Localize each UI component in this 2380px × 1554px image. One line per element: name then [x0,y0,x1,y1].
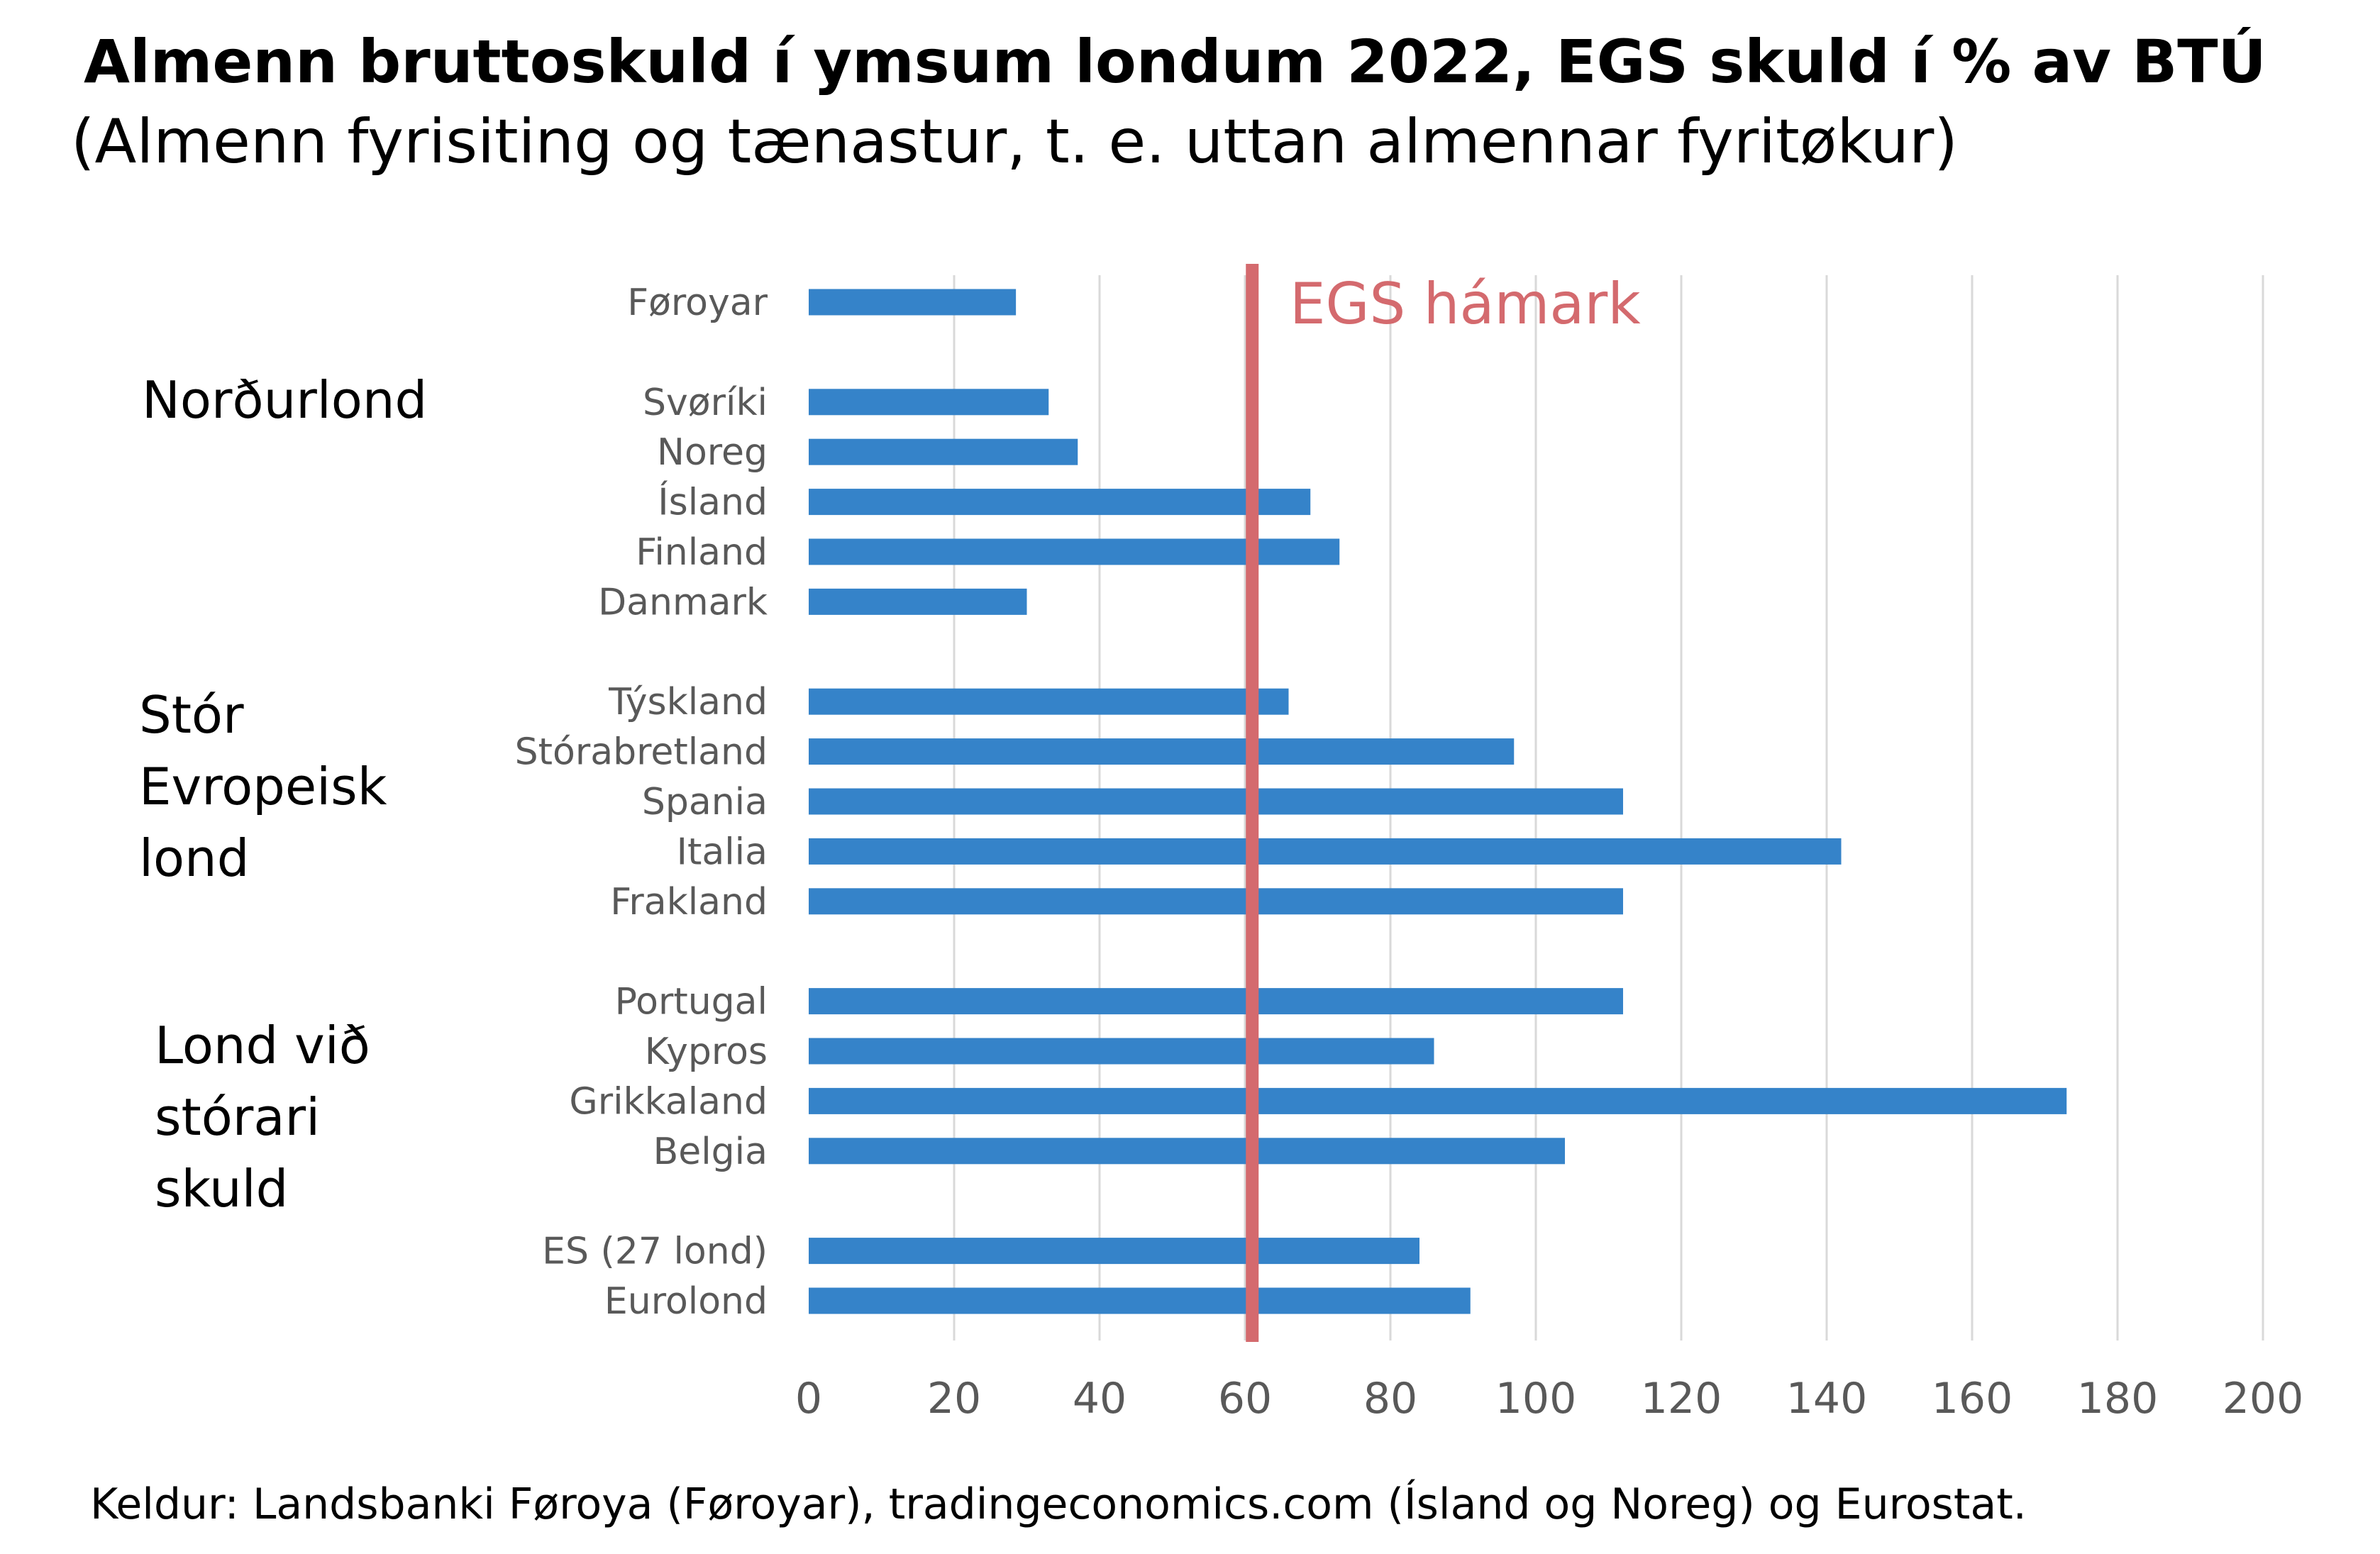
category-label: Finland [636,531,768,574]
x-tick-label: 200 [2223,1374,2304,1423]
x-axis-ticks: 0 20 40 60 80 100 120 140 160 180 200 [795,1374,2303,1423]
bar [809,389,1048,415]
x-tick-label: 140 [1786,1374,1868,1423]
category-label: Týskland [608,681,768,723]
category-label: Frakland [610,881,768,923]
bar [809,1238,1419,1264]
bar [809,589,1027,615]
bar [809,539,1339,565]
bar [809,289,1016,316]
bar [809,1038,1434,1065]
category-label: Ísland [658,481,768,524]
category-label: Danmark [598,581,768,623]
category-label: Føroyar [627,282,768,324]
bar [809,789,1623,815]
bar [809,439,1078,465]
bar [809,1138,1565,1164]
category-label: Spania [642,781,768,823]
x-tick-label: 0 [795,1374,822,1423]
bar [809,489,1310,515]
bar [809,888,1623,914]
x-tick-label: 180 [2077,1374,2159,1423]
bar [809,1088,2066,1114]
category-labels: Føroyar Svøríki Noreg Ísland Finland Danmark T… [515,282,768,1323]
bar [809,1288,1471,1314]
source-note: Keldur: Landsbanki Føroya (Føroyar), tra… [90,1480,2027,1529]
category-label: Belgia [653,1131,768,1173]
bar [809,689,1289,715]
x-tick-label: 60 [1218,1374,1272,1423]
bar [809,738,1514,765]
bars [809,289,2066,1314]
category-label: Stórabretland [515,731,768,774]
category-label: Grikkaland [569,1080,768,1123]
category-label: Svøríki [643,382,768,424]
bar [809,838,1842,865]
x-tick-label: 160 [1932,1374,2013,1423]
x-tick-label: 20 [927,1374,981,1423]
x-tick-label: 80 [1363,1374,1417,1423]
category-label: ES (27 lond) [542,1231,768,1273]
reference-line-label: EGS hámark [1290,271,1641,337]
x-tick-label: 40 [1073,1374,1127,1423]
x-tick-label: 100 [1495,1374,1577,1423]
bar [809,988,1623,1014]
category-label: Eurolond [604,1280,768,1323]
category-label: Italia [677,831,768,873]
category-label: Kypros [645,1031,768,1073]
category-label: Portugal [615,981,768,1023]
category-label: Noreg [657,431,768,474]
x-tick-label: 120 [1641,1374,1722,1423]
